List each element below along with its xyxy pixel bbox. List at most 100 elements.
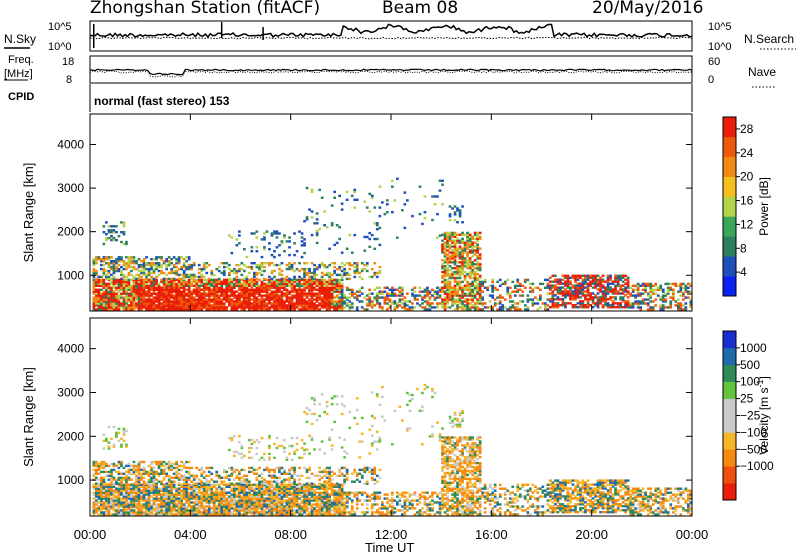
- power-cell: [458, 251, 462, 254]
- power-cell: [303, 262, 306, 265]
- power-cell: [386, 298, 389, 301]
- power-cell: [396, 177, 399, 180]
- power-cell: [471, 294, 474, 297]
- power-cell: [250, 262, 254, 265]
- velocity-cell: [137, 487, 141, 490]
- velocity-cell: [207, 485, 211, 488]
- power-cell: [378, 185, 382, 188]
- velocity-cell: [157, 497, 161, 500]
- power-cell: [559, 298, 562, 301]
- power-cell: [446, 249, 449, 252]
- power-cell: [220, 290, 224, 293]
- power-cell: [290, 288, 294, 291]
- velocity-cell: [157, 489, 161, 492]
- power-cell: [145, 275, 148, 279]
- power-cell: [654, 292, 658, 295]
- power-cell: [150, 280, 153, 284]
- power-cell: [182, 275, 186, 279]
- power-cell: [682, 308, 685, 311]
- power-cell: [175, 300, 178, 303]
- velocity-cell: [243, 509, 246, 512]
- velocity-cell: [160, 507, 163, 510]
- power-cell: [97, 292, 101, 295]
- power-cell: [466, 298, 469, 301]
- velocity-cell: [205, 497, 209, 500]
- power-cell: [443, 268, 447, 272]
- velocity-cell: [263, 513, 266, 516]
- power-cell: [137, 304, 141, 307]
- power-cell: [200, 275, 204, 279]
- power-cell: [491, 294, 494, 297]
- power-cell: [160, 280, 163, 284]
- power-cell: [230, 298, 234, 301]
- velocity-cell: [177, 507, 181, 510]
- power-cell: [476, 257, 479, 260]
- power-cell: [280, 298, 284, 301]
- power-cell: [268, 302, 271, 305]
- power-cell: [559, 290, 562, 293]
- velocity-cell: [127, 495, 131, 498]
- date-label: 20/May/2016: [592, 0, 704, 18]
- power-cell: [92, 282, 96, 286]
- velocity-cell: [182, 503, 186, 506]
- power-cell: [273, 298, 276, 301]
- power-cell: [248, 271, 251, 275]
- velocity-cell: [165, 485, 168, 488]
- velocity-cell: [202, 493, 206, 496]
- velocity-cell: [308, 501, 311, 504]
- power-cell: [115, 262, 118, 265]
- power-cell: [308, 269, 311, 273]
- power-cell: [599, 288, 602, 291]
- power-cell: [391, 292, 394, 295]
- power-cell: [666, 306, 670, 309]
- power-cell: [451, 257, 454, 260]
- power-cell: [313, 298, 316, 301]
- power-cell: [566, 276, 570, 279]
- power-cell: [476, 255, 479, 258]
- power-cell: [115, 308, 118, 311]
- power-cell: [551, 284, 555, 287]
- velocity-cell: [115, 509, 118, 512]
- power-cell: [365, 263, 369, 267]
- power-cell: [621, 292, 625, 295]
- power-cell: [589, 296, 592, 299]
- power-cell: [624, 274, 627, 277]
- power-cell: [687, 286, 690, 289]
- power-cell: [679, 304, 683, 307]
- power-cell: [473, 292, 477, 295]
- power-cell: [295, 294, 299, 297]
- velocity-cell: [235, 513, 239, 516]
- power-cell: [589, 294, 592, 297]
- power-cell: [228, 277, 231, 281]
- power-cell: [217, 308, 221, 311]
- power-cell: [195, 275, 198, 279]
- power-cell: [243, 263, 246, 267]
- velocity-cell: [180, 511, 183, 514]
- velocity-cell: [185, 491, 188, 494]
- power-cell: [606, 290, 610, 293]
- power-cell: [300, 267, 304, 271]
- velocity-cell: [248, 487, 251, 490]
- power-cell: [401, 298, 404, 301]
- velocity-cell: [105, 503, 108, 506]
- velocity-cell: [132, 495, 136, 498]
- power-cell: [180, 284, 183, 287]
- power-cell: [468, 243, 472, 246]
- velocity-cell: [295, 493, 299, 496]
- velocity-cell: [147, 497, 151, 500]
- velocity-cell: [285, 499, 289, 502]
- velocity-cell: [255, 497, 259, 500]
- velocity-cell: [170, 495, 173, 498]
- power-cell: [355, 308, 359, 311]
- power-cell: [220, 302, 224, 305]
- power-cell: [448, 237, 452, 240]
- velocity-cell: [238, 499, 241, 502]
- power-cell: [476, 290, 479, 293]
- power-cell: [471, 304, 474, 307]
- velocity-cell: [323, 495, 326, 498]
- power-cell: [441, 249, 444, 252]
- power-cell: [268, 284, 271, 287]
- power-cell: [453, 278, 457, 282]
- velocity-cell: [202, 507, 206, 510]
- power-cell: [190, 265, 193, 269]
